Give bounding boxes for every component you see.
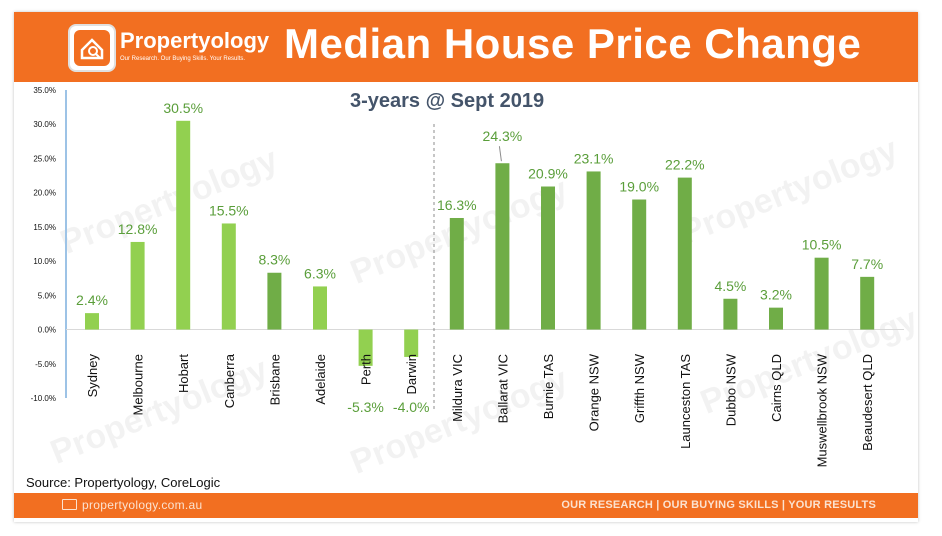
bar [130,241,145,330]
bar [313,286,327,330]
bar [495,163,510,330]
data-label: 8.3% [258,252,290,268]
y-tick-label: -5.0% [35,360,56,369]
data-label: 7.7% [851,256,883,272]
x-tick-label: Griffth NSW [632,353,647,423]
x-tick-label: Ballarat VIC [495,354,510,423]
x-tick-label: Sydney [85,354,100,398]
source-note: Source: Propertyology, CoreLogic [26,475,221,490]
x-tick-label: Cairns QLD [769,354,784,422]
bar-chart: 35.0% 30.0% 25.0% 20.0% 15.0% 10.0% 5.0% 0.0% -5… [31,86,904,467]
page-title: Median House Price Change [284,20,862,67]
header-banner: Propertyology Our Research. Our Buying S… [14,12,918,82]
data-label: 12.8% [118,221,158,237]
y-tick-label: 35.0% [33,86,56,95]
data-label: 23.1% [574,150,614,166]
data-label: 16.3% [437,197,477,213]
data-label: 15.5% [209,202,249,218]
x-tick-label: Orange NSW [587,353,602,431]
y-tick-label: 5.0% [38,291,56,300]
x-tick-label: Launceston TAS [678,354,693,449]
bar [632,199,647,330]
y-tick-label: 20.0% [33,189,56,198]
brand-tagline: Our Research. Our Buying Skills. Your Re… [120,56,246,62]
y-tick-label: 30.0% [33,120,56,129]
x-tick-label: Dubbo NSW [723,353,738,426]
bar [586,171,601,330]
bar [449,217,464,330]
data-label: 24.3% [483,128,523,144]
bar [85,313,99,330]
logo-mark [68,24,116,72]
bar [723,298,738,330]
x-tick-label: Darwin [404,354,419,394]
bar [221,223,236,330]
y-tick-label: 10.0% [33,257,56,266]
data-label: 3.2% [760,287,792,303]
bar [677,177,692,330]
footer-tagline: OUR RESEARCH | OUR BUYING SKILLS | YOUR … [561,499,876,511]
data-label: -4.0% [393,399,430,415]
data-label: 6.3% [304,265,336,281]
x-tick-label: Hobart [176,354,191,393]
bar [769,307,783,330]
data-label-leader [498,146,502,162]
y-tick-label: -10.0% [31,394,56,403]
x-tick-label: Melbourne [131,354,146,415]
x-tick-label: Brisbane [267,354,282,405]
x-tick-label: Beaudesert QLD [860,354,875,451]
x-tick-label: Canberra [222,353,237,408]
footer-url: propertyology.com.au [82,498,203,512]
bar [358,329,373,366]
y-tick-label: 0.0% [38,326,56,335]
data-label: 20.9% [528,166,568,182]
footer-banner: propertyology.com.au OUR RESEARCH | OUR … [14,493,918,518]
x-tick-label: Adelaide [313,354,328,405]
house-magnifier-icon [74,30,110,66]
bar [267,272,282,330]
data-label: 4.5% [714,278,746,294]
brand-name: Propertyology [120,28,270,53]
bar [814,257,829,330]
x-tick-label: Perth [359,354,374,385]
data-label: 22.2% [665,157,705,173]
x-tick-label: Mildura VIC [450,354,465,422]
y-tick-label: 15.0% [33,223,56,232]
x-tick-label: Muswellbrook NSW [815,353,830,467]
bar [541,186,555,330]
data-label: 30.5% [163,100,203,116]
data-label: 2.4% [76,292,108,308]
y-tick-label: 25.0% [33,154,56,163]
bar [860,276,875,330]
monitor-icon [62,499,77,510]
x-tick-label: Burnie TAS [541,354,556,420]
bar [176,120,191,330]
chart-title: 3-years @ Sept 2019 [350,90,545,112]
data-label: 10.5% [802,237,842,253]
data-label: 19.0% [619,179,659,195]
data-label: -5.3% [347,399,384,415]
bar [404,329,419,357]
infographic-frame: Propertyology Our Research. Our Buying S… [14,12,923,522]
